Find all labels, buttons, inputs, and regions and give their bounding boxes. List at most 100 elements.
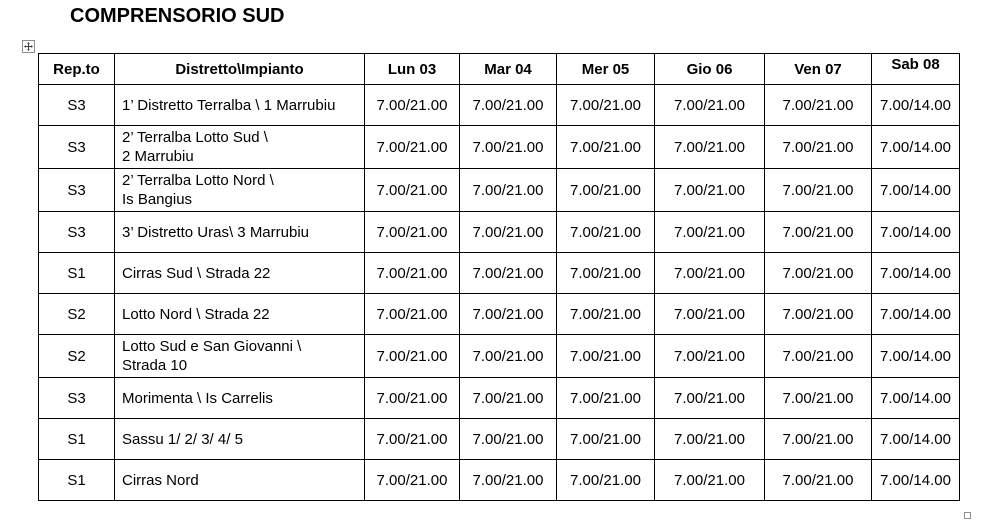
schedule-cell[interactable]: 7.00/21.00: [364, 293, 460, 335]
schedule-cell[interactable]: 7.00/21.00: [556, 125, 655, 169]
schedule-cell[interactable]: 7.00/21.00: [556, 252, 655, 294]
repto-cell[interactable]: S1: [38, 459, 115, 501]
schedule-cell[interactable]: 7.00/21.00: [764, 252, 872, 294]
table-row: S3 2’ Terralba Lotto Nord \ Is Bangius 7.0…: [38, 168, 960, 212]
schedule-cell[interactable]: 7.00/21.00: [364, 334, 460, 378]
schedule-cell[interactable]: 7.00/21.00: [654, 334, 765, 378]
table-row: S2 Lotto Nord \ Strada 22 7.00/21.00 7.00/2…: [38, 293, 960, 335]
column-header-1[interactable]: Distretto\Impianto: [114, 53, 365, 85]
table-row: S3 1’ Distretto Terralba \ 1 Marrubiu 7.00…: [38, 84, 960, 126]
schedule-cell[interactable]: 7.00/14.00: [871, 168, 960, 212]
impianto-cell[interactable]: Sassu 1/ 2/ 3/ 4/ 5: [114, 418, 365, 460]
impianto-cell[interactable]: Lotto Sud e San Giovanni \ Strada 10: [114, 334, 365, 378]
schedule-cell[interactable]: 7.00/21.00: [364, 377, 460, 419]
schedule-cell[interactable]: 7.00/21.00: [459, 84, 557, 126]
schedule-cell[interactable]: 7.00/14.00: [871, 125, 960, 169]
schedule-cell[interactable]: 7.00/21.00: [459, 252, 557, 294]
repto-cell[interactable]: S2: [38, 334, 115, 378]
schedule-cell[interactable]: 7.00/21.00: [459, 293, 557, 335]
repto-cell[interactable]: S3: [38, 377, 115, 419]
schedule-cell[interactable]: 7.00/21.00: [654, 459, 765, 501]
schedule-cell[interactable]: 7.00/21.00: [764, 125, 872, 169]
column-header-4[interactable]: Mer 05: [556, 53, 655, 85]
impianto-cell[interactable]: Lotto Nord \ Strada 22: [114, 293, 365, 335]
schedule-cell[interactable]: 7.00/21.00: [764, 211, 872, 253]
schedule-cell[interactable]: 7.00/21.00: [459, 125, 557, 169]
schedule-cell[interactable]: 7.00/21.00: [764, 418, 872, 460]
schedule-cell[interactable]: 7.00/21.00: [364, 459, 460, 501]
schedule-cell[interactable]: 7.00/21.00: [364, 418, 460, 460]
schedule-cell[interactable]: 7.00/14.00: [871, 377, 960, 419]
schedule-cell[interactable]: 7.00/21.00: [556, 377, 655, 419]
repto-cell[interactable]: S3: [38, 168, 115, 212]
schedule-cell[interactable]: 7.00/21.00: [364, 168, 460, 212]
schedule-cell[interactable]: 7.00/21.00: [654, 418, 765, 460]
schedule-cell[interactable]: 7.00/21.00: [556, 293, 655, 335]
schedule-cell[interactable]: 7.00/14.00: [871, 418, 960, 460]
schedule-cell[interactable]: 7.00/21.00: [764, 168, 872, 212]
schedule-cell[interactable]: 7.00/21.00: [654, 252, 765, 294]
schedule-cell[interactable]: 7.00/14.00: [871, 211, 960, 253]
repto-cell[interactable]: S1: [38, 418, 115, 460]
schedule-cell[interactable]: 7.00/21.00: [764, 377, 872, 419]
table-move-handle[interactable]: [22, 40, 35, 53]
schedule-cell[interactable]: 7.00/21.00: [459, 418, 557, 460]
schedule-cell[interactable]: 7.00/21.00: [556, 84, 655, 126]
repto-cell[interactable]: S3: [38, 211, 115, 253]
table-row: S3 Morimenta \ Is Carrelis 7.00/21.00 7.00/…: [38, 377, 960, 419]
schedule-cell[interactable]: 7.00/21.00: [556, 418, 655, 460]
repto-cell[interactable]: S2: [38, 293, 115, 335]
repto-cell[interactable]: S3: [38, 84, 115, 126]
impianto-cell[interactable]: Morimenta \ Is Carrelis: [114, 377, 365, 419]
header-row: Rep.to Distretto\Impianto Lun 03 Mar 04 Mer …: [38, 53, 960, 85]
table-resize-handle[interactable]: [964, 512, 971, 519]
column-header-3[interactable]: Mar 04: [459, 53, 557, 85]
impianto-cell[interactable]: 1’ Distretto Terralba \ 1 Marrubiu: [114, 84, 365, 126]
schedule-cell[interactable]: 7.00/14.00: [871, 334, 960, 378]
schedule-cell[interactable]: 7.00/21.00: [459, 211, 557, 253]
schedule-cell[interactable]: 7.00/14.00: [871, 459, 960, 501]
schedule-cell[interactable]: 7.00/14.00: [871, 84, 960, 126]
page-title[interactable]: COMPRENSORIO SUD: [70, 5, 285, 27]
schedule-cell[interactable]: 7.00/21.00: [654, 377, 765, 419]
schedule-cell[interactable]: 7.00/14.00: [871, 293, 960, 335]
schedule-cell[interactable]: 7.00/21.00: [364, 252, 460, 294]
impianto-cell[interactable]: 3’ Distretto Uras\ 3 Marrubiu: [114, 211, 365, 253]
schedule-cell[interactable]: 7.00/21.00: [364, 211, 460, 253]
column-header-5[interactable]: Gio 06: [654, 53, 765, 85]
column-header-0[interactable]: Rep.to: [38, 53, 115, 85]
schedule-cell[interactable]: 7.00/21.00: [764, 334, 872, 378]
column-header-6[interactable]: Ven 07: [764, 53, 872, 85]
schedule-cell[interactable]: 7.00/21.00: [654, 168, 765, 212]
move-arrows-icon: [24, 42, 33, 51]
schedule-cell[interactable]: 7.00/21.00: [459, 334, 557, 378]
schedule-cell[interactable]: 7.00/21.00: [459, 377, 557, 419]
schedule-cell[interactable]: 7.00/14.00: [871, 252, 960, 294]
schedule-cell[interactable]: 7.00/21.00: [764, 459, 872, 501]
schedule-cell[interactable]: 7.00/21.00: [459, 168, 557, 212]
schedule-cell[interactable]: 7.00/21.00: [654, 125, 765, 169]
impianto-cell[interactable]: 2’ Terralba Lotto Nord \ Is Bangius: [114, 168, 365, 212]
impianto-cell[interactable]: Cirras Nord: [114, 459, 365, 501]
table-row: S1 Cirras Sud \ Strada 22 7.00/21.00 7.00/2…: [38, 252, 960, 294]
schedule-cell[interactable]: 7.00/21.00: [364, 84, 460, 126]
schedule-cell[interactable]: 7.00/21.00: [556, 334, 655, 378]
schedule-cell[interactable]: 7.00/21.00: [654, 211, 765, 253]
column-header-2[interactable]: Lun 03: [364, 53, 460, 85]
impianto-cell[interactable]: 2’ Terralba Lotto Sud \ 2 Marrubiu: [114, 125, 365, 169]
schedule-cell[interactable]: 7.00/21.00: [764, 84, 872, 126]
column-header-7[interactable]: Sab 08: [871, 53, 960, 85]
schedule-cell[interactable]: 7.00/21.00: [556, 211, 655, 253]
table-row: S1 Sassu 1/ 2/ 3/ 4/ 5 7.00/21.00 7.00/21.0…: [38, 418, 960, 460]
schedule-cell[interactable]: 7.00/21.00: [364, 125, 460, 169]
schedule-cell[interactable]: 7.00/21.00: [459, 459, 557, 501]
schedule-cell[interactable]: 7.00/21.00: [556, 459, 655, 501]
repto-cell[interactable]: S1: [38, 252, 115, 294]
schedule-cell[interactable]: 7.00/21.00: [654, 293, 765, 335]
schedule-cell[interactable]: 7.00/21.00: [556, 168, 655, 212]
repto-cell[interactable]: S3: [38, 125, 115, 169]
schedule-cell[interactable]: 7.00/21.00: [654, 84, 765, 126]
impianto-cell[interactable]: Cirras Sud \ Strada 22: [114, 252, 365, 294]
schedule-cell[interactable]: 7.00/21.00: [764, 293, 872, 335]
table-row: S3 3’ Distretto Uras\ 3 Marrubiu 7.00/21.0…: [38, 211, 960, 253]
